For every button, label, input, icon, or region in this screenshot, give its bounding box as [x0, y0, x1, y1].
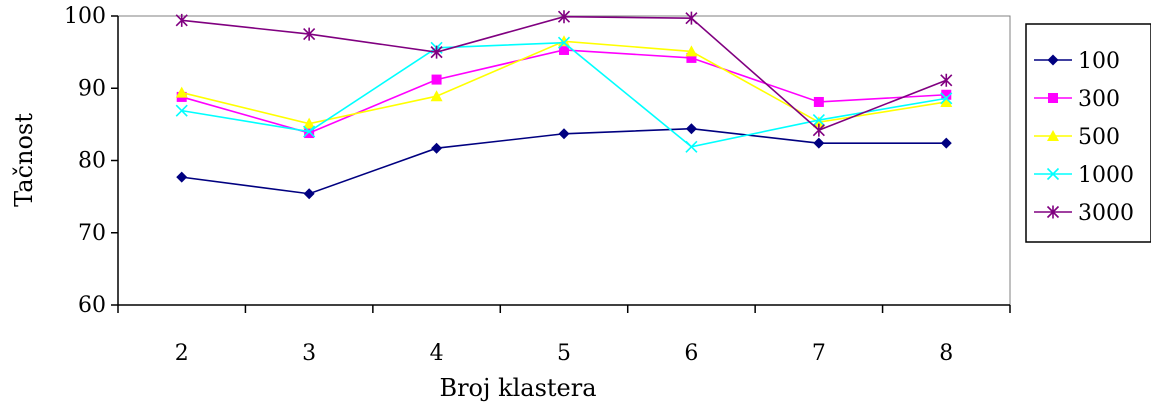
legend-item: 500 — [1034, 125, 1120, 150]
series-3000 — [175, 10, 953, 137]
data-point — [431, 142, 443, 154]
legend-label: 100 — [1078, 49, 1120, 74]
legend-item: 1000 — [1034, 163, 1134, 188]
data-point — [303, 125, 316, 138]
data-point — [430, 45, 443, 59]
series-layer — [175, 10, 953, 200]
y-axis-title: Tačnost — [10, 113, 38, 207]
data-point — [940, 73, 953, 87]
data-point — [812, 113, 825, 127]
data-point — [685, 123, 697, 135]
data-point — [685, 140, 698, 153]
x-tick-label: 5 — [557, 341, 571, 366]
data-point — [557, 36, 571, 49]
data-point — [940, 137, 952, 149]
data-point — [813, 96, 824, 107]
data-point — [303, 117, 316, 129]
data-point — [812, 116, 825, 128]
legend-item: 3000 — [1034, 201, 1134, 226]
legend-item: 300 — [1034, 87, 1120, 112]
data-point — [430, 90, 443, 102]
x-axis: 2 3 4 5 6 7 8 — [117, 304, 1011, 366]
data-point — [685, 11, 698, 25]
data-point — [557, 10, 571, 24]
data-point — [940, 92, 953, 105]
legend-items: 100 300 500 1000 3000 — [1034, 49, 1134, 226]
data-point — [941, 89, 952, 100]
data-point — [175, 104, 188, 117]
plot-area — [117, 15, 1011, 306]
data-point — [303, 27, 316, 41]
data-point — [559, 44, 569, 55]
data-point — [685, 45, 698, 57]
legend-marker — [1046, 205, 1060, 219]
data-point — [303, 188, 315, 200]
x-tick-label: 8 — [939, 341, 953, 366]
y-tick-label: 100 — [64, 4, 106, 29]
legend-marker — [1048, 93, 1058, 103]
data-point — [176, 171, 188, 183]
data-point — [812, 123, 825, 137]
data-point — [175, 13, 188, 27]
data-point — [686, 52, 697, 63]
series-100 — [176, 123, 952, 200]
data-point — [175, 86, 188, 98]
data-point — [304, 128, 315, 139]
x-axis-title: Broj klastera — [439, 374, 596, 402]
y-axis: 60 70 80 90 100 — [64, 4, 119, 318]
y-tick-label: 80 — [78, 149, 106, 174]
y-tick-label: 60 — [78, 293, 106, 318]
x-tick-label: 7 — [812, 341, 826, 366]
data-point — [558, 128, 570, 140]
legend: 100 300 500 1000 3000 — [1025, 23, 1151, 243]
legend-marker — [1047, 54, 1059, 66]
x-tick-label: 6 — [684, 341, 698, 366]
x-tick-label: 4 — [430, 341, 444, 366]
legend-item: 100 — [1034, 49, 1120, 74]
legend-label: 500 — [1078, 125, 1120, 150]
legend-marker — [1047, 130, 1059, 141]
legend-label: 3000 — [1078, 201, 1134, 226]
data-point — [431, 74, 442, 85]
x-tick-label: 3 — [302, 341, 316, 366]
legend-label: 300 — [1078, 87, 1120, 112]
data-point — [813, 137, 825, 149]
y-tick-label: 90 — [78, 76, 106, 101]
y-tick-label: 70 — [78, 221, 106, 246]
data-point — [940, 95, 953, 107]
legend-marker — [1046, 167, 1060, 181]
x-tick-label: 2 — [175, 341, 189, 366]
legend-label: 1000 — [1078, 163, 1134, 188]
